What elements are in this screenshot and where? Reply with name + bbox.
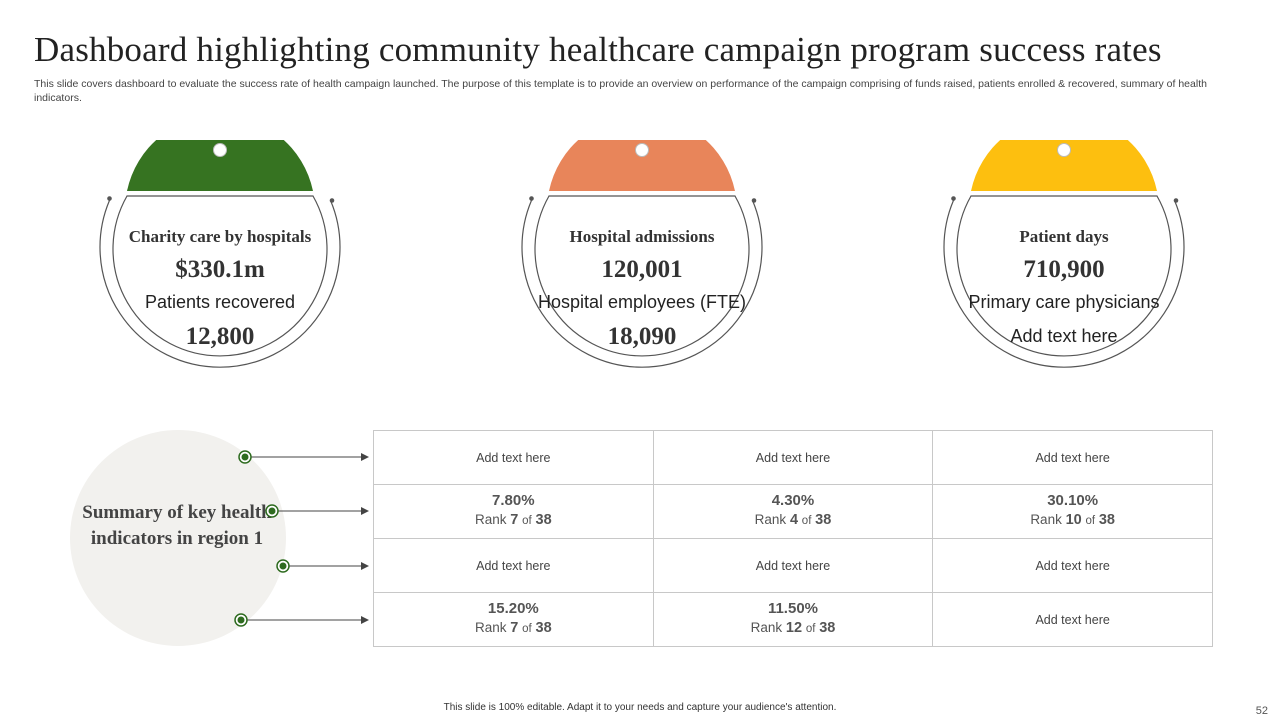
connector-row-4 [234,613,369,627]
kpi-value: 710,900 [1023,256,1105,283]
kpi-ring-graphic [521,140,763,368]
table-cell: Add text here [652,430,934,485]
indicator-percent: 15.20% [487,600,539,617]
kpi-card-patient-days: Patient days 710,900 Primary care physic… [929,140,1199,402]
connector-row-2 [265,504,369,518]
kpi-sub-label: Hospital employees (FTE) [537,292,747,312]
kpi-value: 120,001 [601,256,683,283]
indicator-percent: 4.30% [771,492,815,509]
slide-description: This slide covers dashboard to evaluate … [34,78,1207,104]
indicator-rank: Rank 12 of 38 [750,620,836,636]
indicator-rank: Rank 7 of 38 [475,620,552,636]
table-cell: Add text here [932,592,1213,647]
kpi-card-charity-care: Charity care by hospitals $330.1m Patien… [85,140,355,402]
kpi-cap-dot [635,143,649,157]
table-cell: Add text here [373,538,654,593]
kpi-sub-value: Add text here [1010,326,1118,346]
kpi-sub-label: Patients recovered [144,292,296,312]
kpi-label: Charity care by hospitals [128,227,312,246]
connector-row-1 [238,450,369,464]
kpi-sub-value: 12,800 [185,323,255,350]
summary-title: Summary of key health indicators in regi… [82,502,272,549]
page-number: 52 [1255,705,1268,717]
kpi-ring-graphic [943,140,1185,368]
kpi-cap [549,140,735,191]
indicator-percent: 11.50% [767,600,818,617]
table-cell: 15.20% Rank 7 of 38 [373,592,654,647]
indicator-percent: 30.10% [1047,492,1099,509]
table-row: 7.80% Rank 7 of 38 4.30% Rank 4 of 38 30… [373,484,1213,539]
indicator-rank: Rank 7 of 38 [475,512,552,528]
table-row: Add text here Add text here Add text her… [373,538,1213,593]
indicator-rank: Rank 10 of 38 [1030,512,1115,528]
kpi-cap [971,140,1157,191]
table-cell: 11.50% Rank 12 of 38 [652,592,934,647]
kpi-sub-value: 18,090 [607,323,677,350]
table-row: Add text here Add text here Add text her… [373,430,1213,485]
table-cell: Add text here [652,538,934,593]
connector-row-3 [276,559,369,573]
table-cell: 30.10% Rank 10 of 38 [932,484,1213,539]
kpi-cap [127,140,313,191]
table-cell: Add text here [932,538,1213,593]
kpi-card-hospital-admissions: Hospital admissions 120,001 Hospital emp… [507,140,777,402]
table-cell: 4.30% Rank 4 of 38 [652,484,934,539]
kpi-ring-graphic [99,140,341,368]
table-cell: Add text here [373,430,654,485]
indicator-rank: Rank 4 of 38 [754,512,832,528]
summary-circle [70,430,286,646]
table-cell: 7.80% Rank 7 of 38 [373,484,654,539]
table-row: 15.20% Rank 7 of 38 11.50% Rank 12 of 38… [373,592,1213,647]
indicator-percent: 7.80% [492,492,535,509]
kpi-value: $330.1m [175,256,265,283]
kpi-label: Patient days [1019,227,1109,246]
slide-footer: This slide is 100% editable. Adapt it to… [443,702,837,713]
slide-title: Dashboard highlighting community healthc… [34,30,1162,69]
table-cell: Add text here [932,430,1213,485]
kpi-sub-label: Primary care physicians [968,292,1160,312]
kpi-cap-dot [213,143,227,157]
kpi-label: Hospital admissions [569,227,715,246]
kpi-cap-dot [1057,143,1071,157]
indicators-table: Add text here Add text here Add text her… [373,430,1213,647]
